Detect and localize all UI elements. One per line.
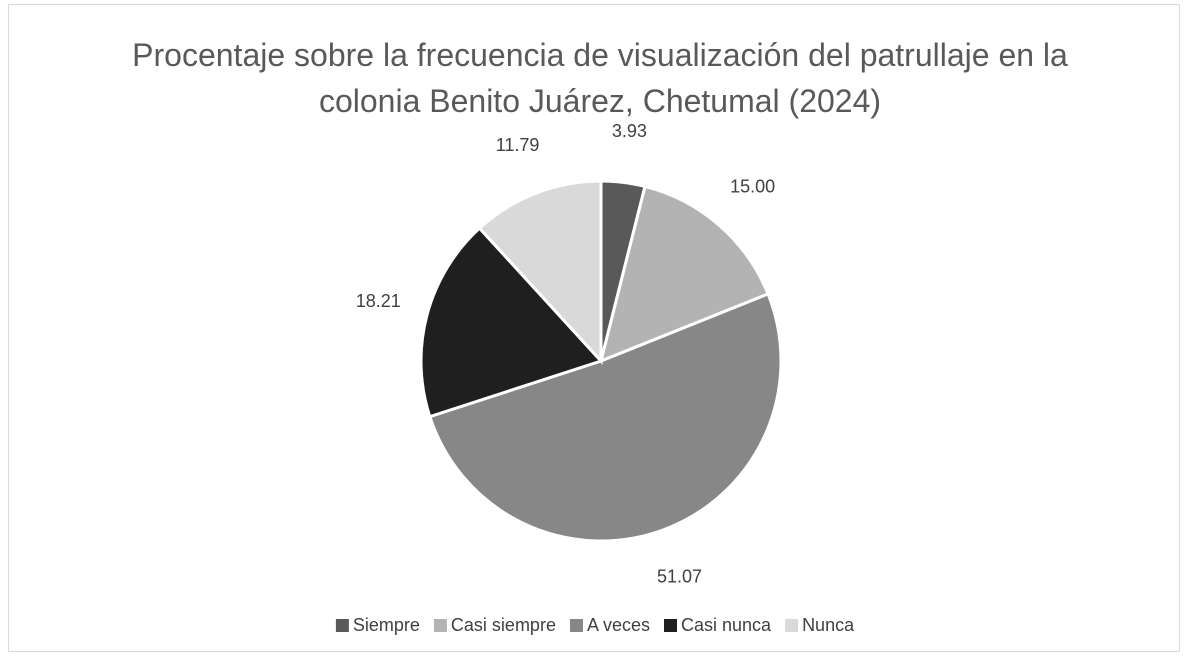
chart-frame [8,4,1180,652]
data-label: 15.00 [730,176,775,196]
data-label: 51.07 [657,566,702,586]
legend-swatch [785,619,799,632]
legend-swatch [569,619,583,632]
chart-title: Procentaje sobre la frecuencia de visual… [132,37,1068,119]
legend-swatch [335,619,349,632]
legend-swatch [433,619,447,632]
legend-swatch [664,619,678,632]
legend-label: Nunca [802,615,855,635]
legend-label: Casi nunca [681,615,772,635]
data-label: 18.21 [356,291,401,311]
legend-label: Siempre [353,615,420,635]
pie-slice [427,292,783,543]
legend-label: A veces [587,615,650,635]
legend-label: Casi siempre [451,615,556,635]
data-label: 3.93 [612,121,647,141]
pie-slice [419,226,604,419]
pie-slice [477,179,603,365]
data-label: 11.79 [496,135,540,155]
pie-slice [598,184,771,364]
